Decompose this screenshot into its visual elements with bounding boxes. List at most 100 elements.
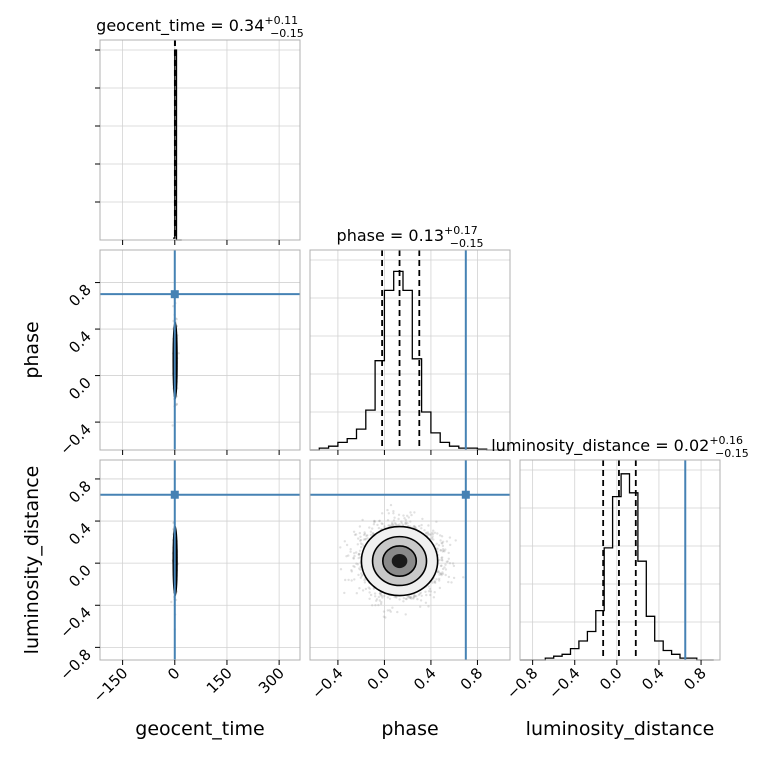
title-main: phase = 0.13 [337, 226, 444, 245]
scatter-point [428, 533, 431, 536]
x-tick-label: 150 [203, 664, 236, 697]
scatter-point [357, 556, 360, 560]
scatter-point [396, 523, 399, 527]
y-tick-label: −0.4 [56, 603, 94, 641]
scatter-point [380, 600, 383, 604]
y-axis-label-luminosity-distance: luminosity_distance [21, 466, 43, 655]
scatter-point [448, 562, 452, 565]
scatter-point [350, 569, 353, 572]
scatter-point [375, 599, 378, 602]
x-tick-label: 0 [164, 664, 183, 683]
scatter-point [371, 532, 374, 535]
scatter-point [384, 616, 387, 619]
scatter-point [175, 402, 178, 406]
scatter-point [439, 572, 443, 575]
x-tick-label: 0.0 [596, 664, 626, 694]
scatter-point [437, 570, 440, 573]
scatter-point [383, 525, 386, 528]
scatter-point [419, 591, 423, 594]
scatter-point [398, 523, 401, 526]
scatter-point [441, 544, 445, 548]
scatter-point [171, 424, 174, 427]
scatter-point [390, 524, 393, 527]
scatter-point [403, 517, 406, 520]
scatter-point [350, 570, 353, 573]
scatter-point [423, 529, 426, 532]
scatter-point [436, 547, 439, 550]
scatter-point [439, 564, 443, 568]
scatter-point [429, 533, 433, 536]
scatter-point [369, 593, 373, 597]
scatter-point [397, 513, 401, 516]
scatter-point [361, 543, 364, 546]
scatter-point [375, 598, 379, 601]
scatter-point [426, 531, 430, 534]
scatter-point [379, 592, 382, 595]
scatter-point [436, 570, 439, 573]
scatter-point [392, 512, 395, 515]
scatter-point [407, 516, 410, 519]
scatter-point [347, 578, 350, 582]
scatter-point [449, 543, 452, 547]
scatter-point [392, 519, 396, 522]
scatter-point [435, 542, 438, 545]
scatter-point [429, 593, 432, 597]
scatter-point [386, 596, 389, 599]
scatter-point [379, 602, 383, 606]
y-axis-label-phase: phase [21, 321, 43, 378]
scatter-point [359, 542, 363, 545]
scatter-point [365, 534, 368, 538]
scatter-point [357, 537, 360, 540]
title-lower-error: −0.15 [450, 237, 484, 250]
scatter-point [378, 592, 382, 595]
panel-frame [99, 249, 301, 451]
scatter-point [443, 566, 446, 569]
scatter-point [177, 352, 180, 355]
scatter-point [379, 594, 382, 597]
scatter-point [412, 595, 416, 598]
scatter-point [446, 560, 449, 563]
scatter-point [339, 568, 343, 571]
scatter-point [439, 539, 442, 542]
scatter-point [410, 513, 413, 517]
scatter-point [373, 520, 376, 524]
scatter-point [431, 581, 434, 584]
scatter-point [431, 535, 434, 538]
panel-frame [309, 249, 511, 451]
scatter-point [381, 522, 384, 526]
scatter-point [438, 579, 441, 582]
scatter-point [391, 523, 395, 526]
scatter-point [367, 586, 370, 589]
scatter-point [339, 546, 342, 549]
scatter-point [377, 595, 380, 599]
scatter-point [359, 535, 362, 538]
scatter-point [359, 568, 362, 571]
scatter-point [368, 587, 371, 590]
scatter-point [441, 540, 445, 543]
scatter-point [349, 550, 352, 553]
y-tick-label: 0.0 [65, 374, 95, 404]
scatter-point [363, 581, 367, 584]
scatter-point [378, 592, 382, 595]
scatter-point [372, 523, 376, 526]
scatter-point [358, 525, 362, 528]
scatter-point [445, 540, 449, 543]
y-tick-label: 0.4 [65, 327, 95, 357]
scatter-point [450, 581, 453, 584]
scatter-point [400, 520, 403, 523]
scatter-point [388, 524, 391, 527]
scatter-point [447, 557, 450, 560]
x-tick-label: 0.4 [638, 664, 668, 694]
scatter-point [454, 539, 457, 542]
scatter-point [441, 572, 445, 575]
scatter-point [413, 524, 416, 528]
scatter-point [419, 605, 422, 608]
scatter-point [402, 514, 405, 517]
scatter-point [381, 596, 384, 599]
scatter-point [438, 573, 441, 576]
scatter-point [353, 578, 356, 581]
scatter-point [360, 572, 363, 575]
scatter-point [427, 585, 430, 588]
reference-line-layer [100, 40, 687, 660]
